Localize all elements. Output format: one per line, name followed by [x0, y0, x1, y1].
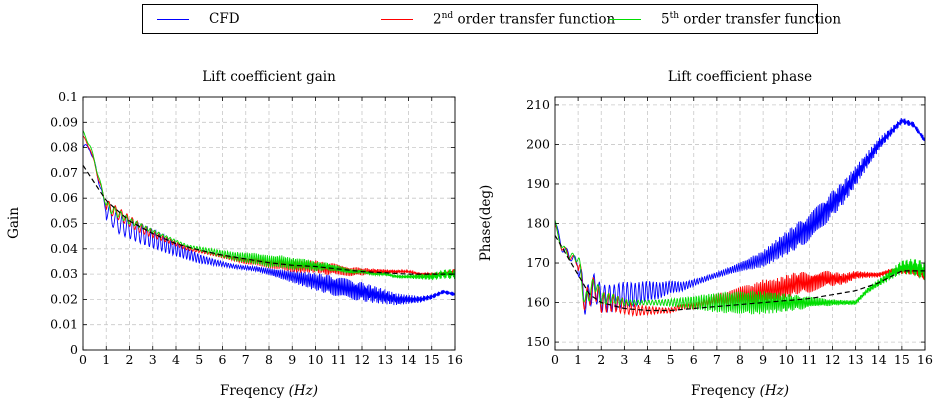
y-tick-label: 0: [70, 342, 78, 357]
x-tick-label: 5: [667, 352, 675, 367]
series-5th-order-transfer-function-line: [554, 219, 926, 315]
x-tick-label: 7: [242, 352, 250, 367]
x-tick-label: 2: [126, 352, 134, 367]
chart-2: 0 1 2 3 4 5 6 7 8 9 10 11 12 13 14 15 161501601701801902…: [478, 69, 933, 399]
x-tick-label: 4: [644, 352, 652, 367]
x-tick-label: 9: [288, 352, 296, 367]
x-tick-label: 0: [551, 352, 559, 367]
x-tick-label: 6: [690, 352, 698, 367]
y-tick-label: 0.04: [50, 241, 78, 256]
x-tick-label: 16: [447, 352, 463, 367]
x-tick-label: 15: [424, 352, 440, 367]
chart-title: Lift coefficient phase: [668, 69, 812, 85]
x-tick-label: 10: [778, 352, 794, 367]
legend-label-tf5: 5th order transfer function: [661, 10, 842, 28]
x-tick-label: 3: [149, 352, 157, 367]
x-tick-label: 0: [79, 352, 87, 367]
x-tick-label: 3: [620, 352, 628, 367]
x-tick-label: 8: [265, 352, 273, 367]
x-tick-label: 11: [801, 352, 817, 367]
y-tick-label: 150: [526, 334, 550, 349]
x-tick-label: 1: [574, 352, 582, 367]
x-tick-label: 9: [759, 352, 767, 367]
y-tick-label: 190: [526, 176, 550, 191]
x-tick-label: 16: [917, 352, 933, 367]
y-tick-label: 160: [526, 295, 550, 310]
x-tick-label: 14: [401, 352, 417, 367]
series-5th-order-transfer-function-line: [82, 130, 456, 281]
x-tick-label: 10: [308, 352, 324, 367]
y-tick-label: 200: [526, 136, 550, 151]
x-tick-label: 8: [736, 352, 744, 367]
x-tick-label: 11: [331, 352, 347, 367]
legend-swatch-tf5: [609, 18, 641, 20]
x-tick-label: 15: [894, 352, 910, 367]
y-tick-label: 0.01: [50, 317, 78, 332]
x-tick-label: 7: [713, 352, 721, 367]
x-axis-label: Freqency (Hz): [691, 383, 789, 399]
legend-item-tf5: 5th order transfer function: [609, 5, 841, 33]
x-tick-label: 2: [597, 352, 605, 367]
chart-1: 0 1 2 3 4 5 6 7 8 9 10 11 12 13 14 15 1600.010.020.030.0…: [6, 69, 463, 399]
x-tick-label: 6: [219, 352, 227, 367]
legend-swatch-cfd: [157, 18, 189, 20]
x-tick-label: 4: [172, 352, 180, 367]
legend-label-tf2: 2nd order transfer function: [433, 10, 616, 28]
y-axis-label: Gain: [6, 207, 22, 239]
legend-label-cfd: CFD: [209, 11, 240, 27]
legend-swatch-tf2: [381, 18, 413, 20]
x-tick-label: 12: [354, 352, 370, 367]
y-tick-label: 170: [526, 255, 550, 270]
legend-item-tf2: 2nd order transfer function: [381, 5, 615, 33]
x-tick-label: 13: [377, 352, 393, 367]
y-tick-label: 0.07: [50, 165, 78, 180]
x-axis-label: Freqency (Hz): [220, 383, 318, 399]
y-tick-label: 0.05: [50, 216, 78, 231]
y-tick-label: 0.03: [50, 266, 78, 281]
legend-item-cfd: CFD: [157, 5, 240, 33]
x-tick-label: 13: [848, 352, 864, 367]
y-tick-label: 180: [526, 216, 550, 231]
chart-title: Lift coefficient gain: [202, 69, 336, 85]
y-axis-label: Phase(deg): [478, 185, 494, 262]
series-2nd-order-transfer-function-line: [82, 135, 456, 277]
x-tick-label: 12: [825, 352, 841, 367]
y-tick-label: 0.06: [50, 190, 78, 205]
y-tick-label: 0.02: [50, 291, 78, 306]
y-tick-label: 0.1: [58, 89, 78, 104]
x-tick-label: 14: [871, 352, 887, 367]
x-tick-label: 1: [102, 352, 110, 367]
y-tick-label: 0.09: [50, 114, 78, 129]
series-dashed-fit-line: [554, 235, 925, 312]
series-dashed-fit-line: [82, 164, 455, 275]
x-tick-label: 5: [195, 352, 203, 367]
y-tick-label: 0.08: [50, 140, 78, 155]
series-cfd-line: [82, 144, 456, 306]
y-tick-label: 210: [526, 97, 550, 112]
chart-legend: CFD 2nd order transfer function 5th orde…: [142, 4, 841, 34]
